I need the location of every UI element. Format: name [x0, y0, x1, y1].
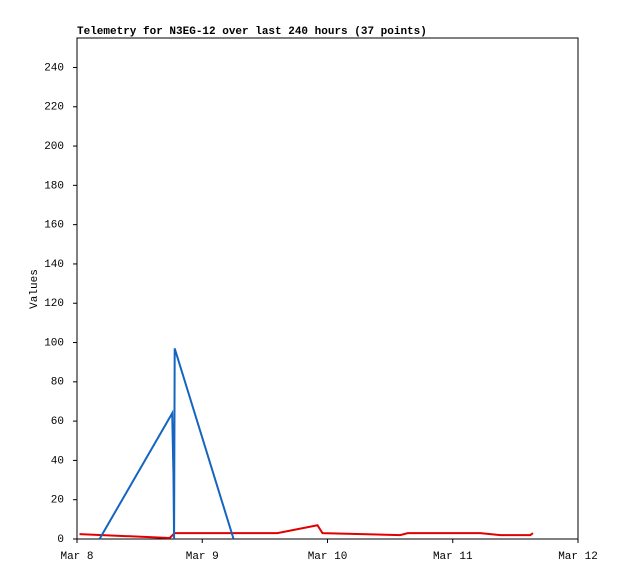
y-tick-label: 40	[51, 455, 64, 467]
y-tick-label: 140	[44, 259, 64, 271]
x-tick-label: Mar 9	[186, 551, 219, 563]
series-line	[98, 348, 235, 540]
y-tick-label: 80	[51, 377, 64, 389]
chart-title: Telemetry for N3EG-12 over last 240 hour…	[77, 26, 427, 38]
y-tick-label: 20	[51, 495, 64, 507]
y-tick-label: 60	[51, 416, 64, 428]
y-tick-label: 200	[44, 141, 64, 153]
x-tick-label: Mar 11	[433, 551, 473, 563]
y-tick-label: 240	[44, 62, 64, 74]
x-tick-label: Mar 12	[558, 551, 598, 563]
y-tick-label: 160	[44, 220, 64, 232]
y-tick-label: 220	[44, 102, 64, 114]
y-tick-label: 120	[44, 298, 64, 310]
series-line	[79, 524, 534, 540]
y-tick-label: 100	[44, 337, 64, 349]
y-tick-label: 180	[44, 180, 64, 192]
x-tick-label: Mar 8	[60, 551, 93, 563]
y-axis-label: Values	[29, 269, 41, 309]
x-tick-label: Mar 10	[308, 551, 348, 563]
y-tick-label: 0	[57, 534, 64, 546]
plot-frame	[76, 37, 579, 540]
